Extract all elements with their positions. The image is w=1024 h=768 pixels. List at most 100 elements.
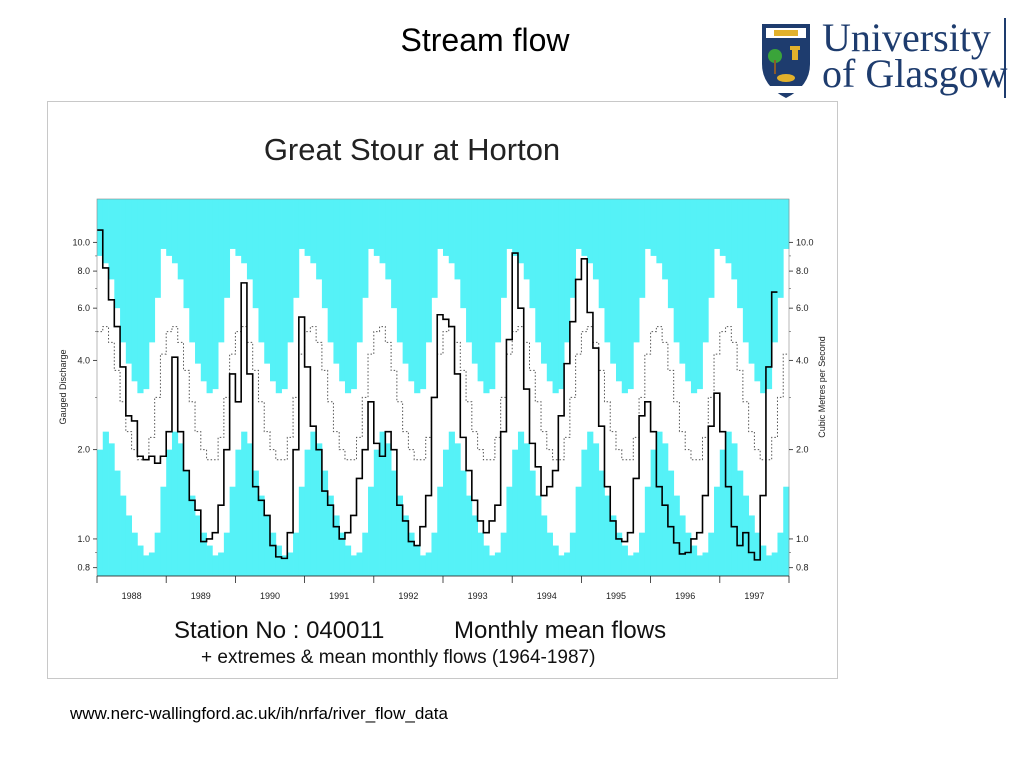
y-tick-label-right: 10.0 bbox=[796, 237, 814, 247]
y-tick-label-left: 2.0 bbox=[77, 445, 90, 455]
max-extreme-band bbox=[552, 199, 559, 394]
max-extreme-band bbox=[166, 199, 173, 256]
max-extreme-band bbox=[483, 199, 490, 394]
x-tick-label: 1988 bbox=[122, 591, 142, 601]
max-extreme-band bbox=[97, 199, 104, 256]
max-extreme-band bbox=[437, 199, 444, 249]
max-extreme-band bbox=[598, 199, 605, 309]
max-extreme-band bbox=[281, 199, 288, 390]
max-extreme-band bbox=[223, 199, 231, 298]
max-extreme-band bbox=[662, 199, 669, 280]
max-extreme-band bbox=[402, 199, 409, 364]
min-extreme-band bbox=[494, 552, 502, 576]
y-tick-label-left: 6.0 bbox=[77, 303, 90, 313]
min-extreme-band bbox=[160, 486, 167, 576]
min-extreme-band bbox=[287, 552, 294, 576]
max-extreme-band bbox=[143, 199, 150, 390]
max-extreme-band bbox=[644, 199, 651, 249]
min-extreme-band bbox=[771, 552, 778, 576]
max-extreme-band bbox=[558, 199, 565, 390]
max-extreme-band bbox=[616, 199, 623, 382]
max-extreme-band bbox=[529, 199, 536, 309]
max-extreme-band bbox=[517, 199, 525, 264]
university-logo: University of Glasgow bbox=[758, 18, 1010, 100]
max-extreme-band bbox=[183, 199, 190, 309]
max-extreme-band bbox=[200, 199, 207, 382]
min-extreme-band bbox=[246, 443, 254, 576]
min-extreme-band bbox=[264, 515, 271, 576]
y-tick-label-right: 6.0 bbox=[796, 303, 809, 313]
min-extreme-band bbox=[454, 443, 461, 576]
chart-subtitle: + extremes & mean monthly flows (1964-19… bbox=[201, 647, 595, 668]
min-extreme-band bbox=[443, 449, 450, 576]
max-extreme-band bbox=[252, 199, 259, 309]
min-extreme-band bbox=[339, 532, 346, 576]
min-extreme-band bbox=[512, 449, 519, 576]
max-extreme-band bbox=[321, 199, 329, 309]
min-extreme-band bbox=[241, 431, 248, 576]
y-tick-label-left: 10.0 bbox=[72, 237, 90, 247]
max-extreme-band bbox=[581, 199, 588, 256]
min-extreme-band bbox=[783, 486, 790, 576]
y-axis-label-right: Cubic Metres per Second bbox=[817, 336, 827, 438]
max-extreme-band bbox=[714, 199, 721, 249]
max-extreme-band bbox=[765, 199, 773, 390]
min-extreme-band bbox=[650, 449, 657, 576]
max-extreme-band bbox=[270, 199, 277, 382]
min-extreme-band bbox=[748, 515, 755, 576]
min-extreme-band bbox=[616, 532, 623, 576]
y-tick-label-left: 4.0 bbox=[77, 355, 90, 365]
min-extreme-band bbox=[662, 443, 669, 576]
max-extreme-band bbox=[425, 199, 432, 343]
min-extreme-band bbox=[460, 470, 467, 576]
max-extreme-band bbox=[592, 199, 600, 280]
min-extreme-band bbox=[529, 470, 536, 576]
max-extreme-band bbox=[673, 199, 680, 343]
min-extreme-band bbox=[639, 532, 646, 576]
min-extreme-band bbox=[229, 486, 236, 576]
min-extreme-band bbox=[627, 555, 634, 576]
max-extreme-band bbox=[218, 199, 225, 343]
min-extreme-band bbox=[506, 486, 513, 576]
y-tick-label-right: 0.8 bbox=[796, 563, 809, 573]
min-extreme-band bbox=[564, 552, 571, 576]
min-extreme-band bbox=[546, 532, 553, 576]
min-extreme-band bbox=[437, 486, 444, 576]
max-extreme-band bbox=[569, 199, 577, 298]
max-extreme-band bbox=[731, 199, 738, 280]
min-extreme-band bbox=[765, 555, 773, 576]
max-extreme-band bbox=[506, 199, 513, 249]
min-extreme-band bbox=[298, 486, 305, 576]
source-url[interactable]: www.nerc-wallingford.ac.uk/ih/nrfa/river… bbox=[70, 704, 448, 723]
max-extreme-band bbox=[287, 199, 294, 343]
max-extreme-band bbox=[160, 199, 167, 249]
x-tick-label: 1990 bbox=[260, 591, 280, 601]
max-extreme-band bbox=[541, 199, 548, 364]
max-extreme-band bbox=[696, 199, 703, 390]
max-extreme-band bbox=[639, 199, 646, 298]
min-extreme-band bbox=[431, 532, 438, 576]
min-extreme-band bbox=[673, 495, 680, 576]
min-extreme-band bbox=[373, 449, 380, 576]
min-extreme-band bbox=[489, 555, 496, 576]
min-extreme-band bbox=[737, 470, 744, 576]
min-extreme-band bbox=[448, 431, 455, 576]
min-extreme-band bbox=[558, 555, 565, 576]
min-extreme-band bbox=[212, 555, 219, 576]
min-extreme-band bbox=[731, 443, 738, 576]
min-extreme-band bbox=[310, 431, 317, 576]
max-extreme-band bbox=[316, 199, 323, 280]
max-extreme-band bbox=[189, 199, 196, 343]
x-tick-label: 1995 bbox=[606, 591, 626, 601]
max-extreme-band bbox=[396, 199, 404, 343]
min-extreme-band bbox=[333, 515, 340, 576]
max-extreme-band bbox=[575, 199, 582, 249]
min-extreme-band bbox=[685, 532, 692, 576]
slide-title: Stream flow bbox=[400, 22, 570, 58]
max-extreme-band bbox=[344, 199, 352, 394]
min-extreme-band bbox=[171, 431, 179, 576]
min-extreme-band bbox=[754, 532, 761, 576]
max-extreme-band bbox=[754, 199, 761, 382]
min-extreme-band bbox=[408, 532, 415, 576]
max-extreme-band bbox=[725, 199, 732, 264]
